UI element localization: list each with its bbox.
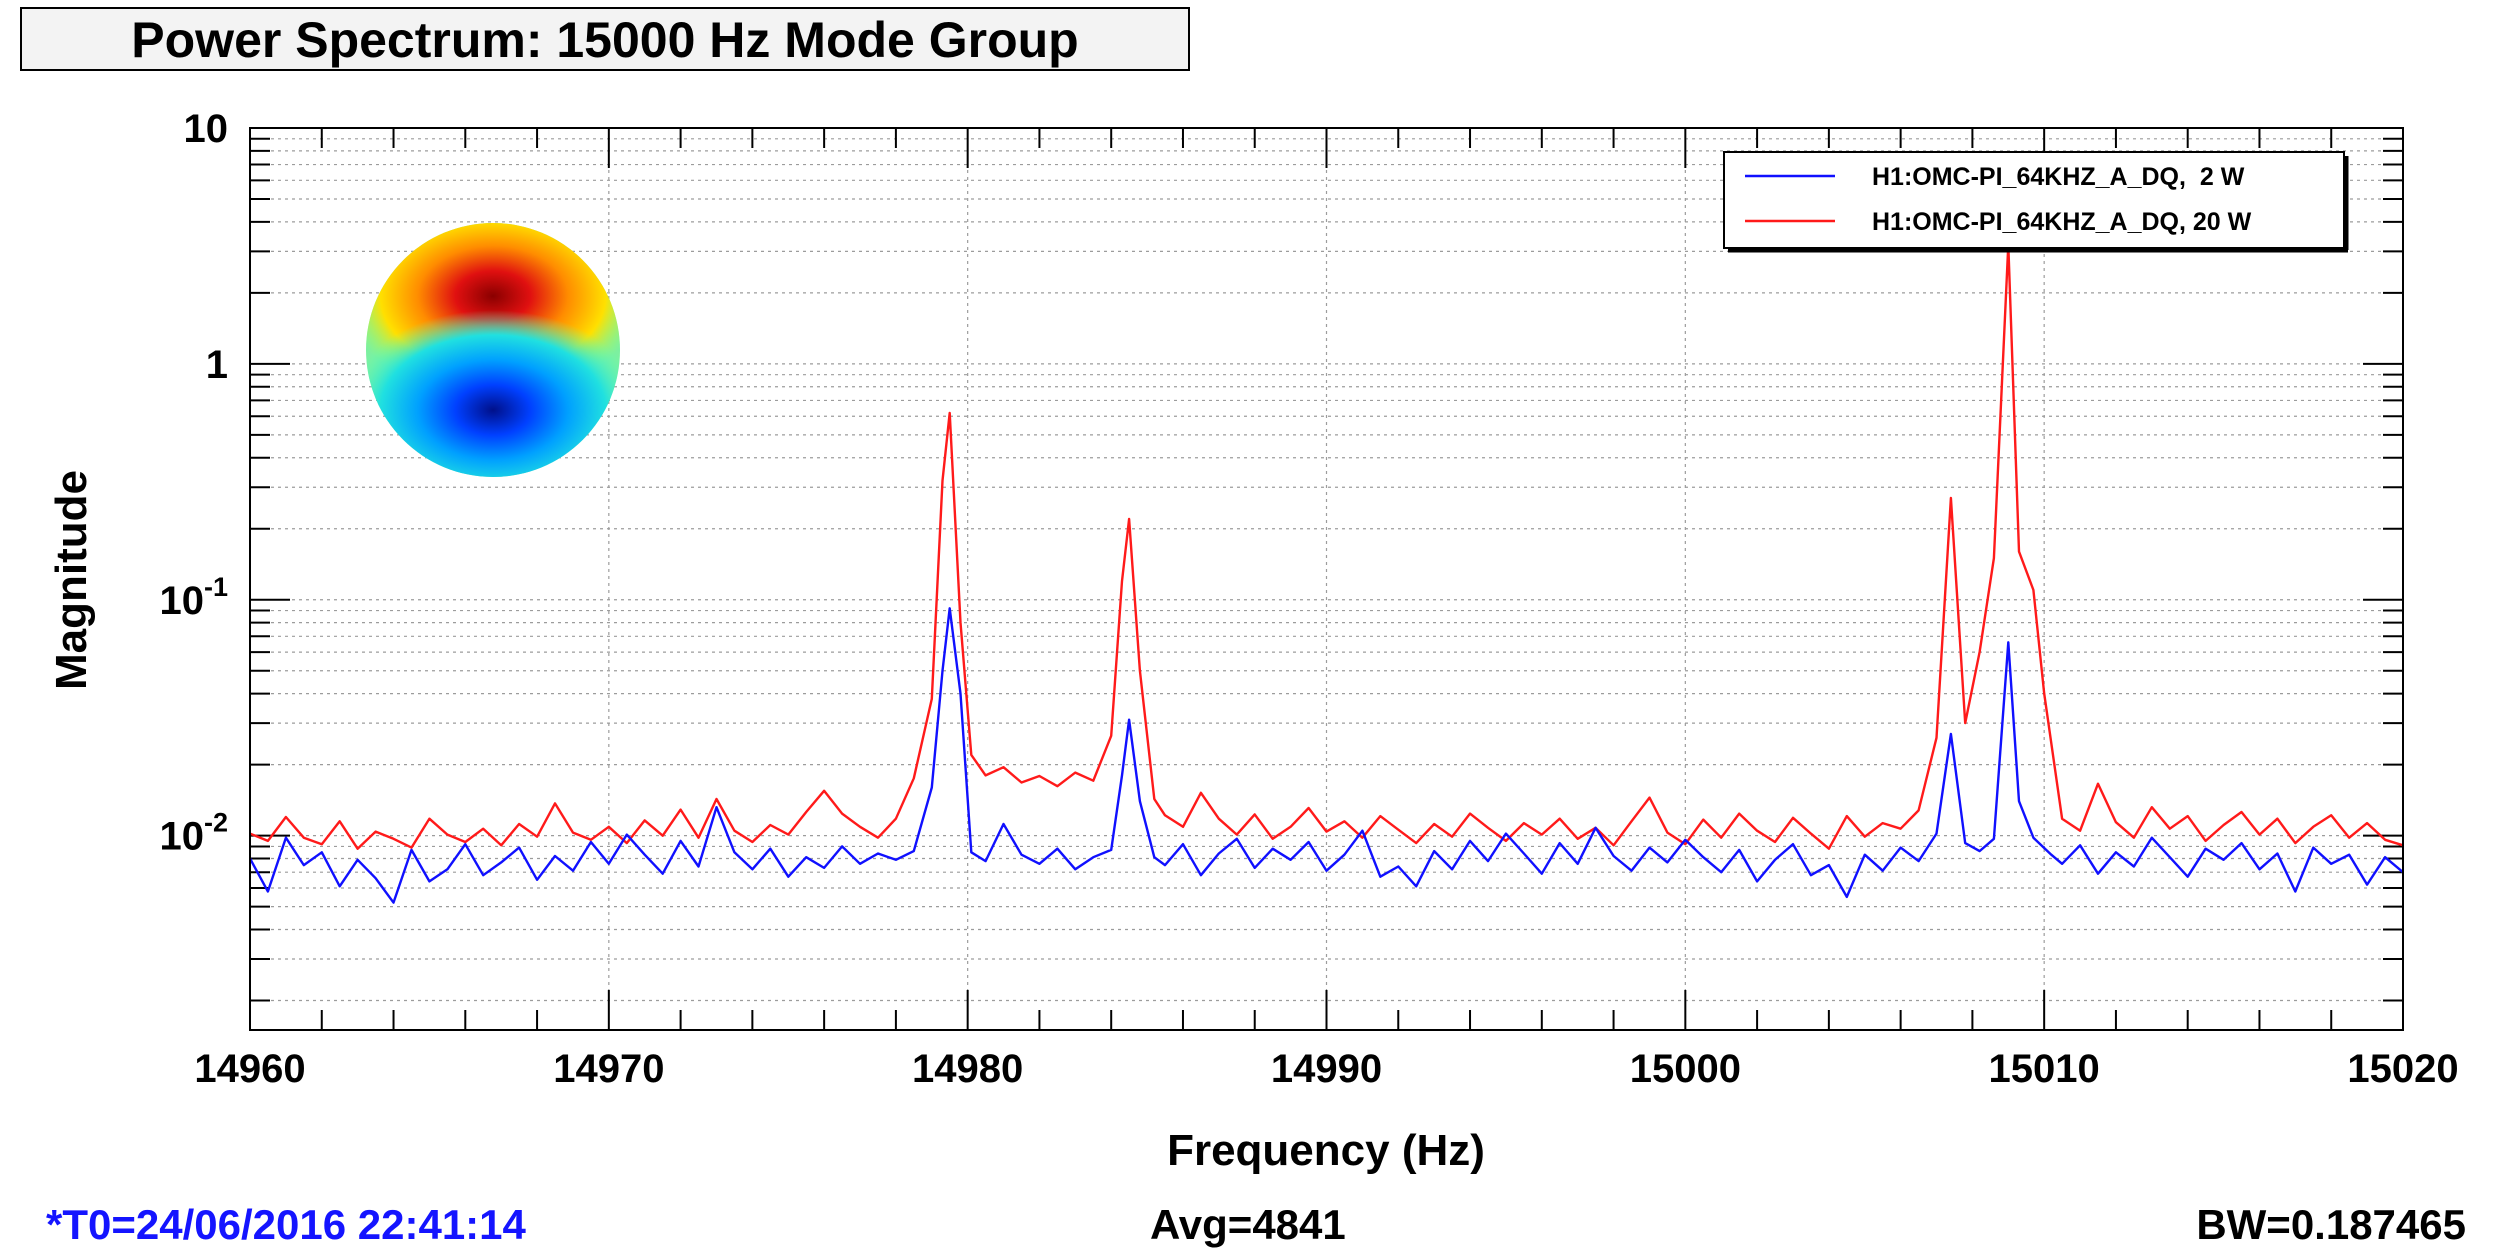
page-title: Power Spectrum: 15000 Hz Mode Group	[131, 12, 1079, 68]
x-axis-label: Frequency (Hz)	[1167, 1126, 1485, 1175]
legend: H1:OMC-PI_64KHZ_A_DQ, 2 W H1:OMC-PI_64KH…	[1723, 151, 2349, 253]
axis-ticks	[249, 128, 2404, 1030]
y-tick-label: 10-2	[159, 808, 228, 859]
plot-frame	[249, 127, 2404, 1031]
bandwidth: BW=0.187465	[2196, 1201, 2466, 1248]
y-tick-label: 10-1	[159, 572, 228, 623]
mode-shape-image	[366, 223, 620, 477]
x-tick-labels: 14960 14970 14980 14990 15000 15010 15020	[194, 1047, 2458, 1091]
y-axis-label: Magnitude	[47, 470, 96, 690]
x-tick-label: 15020	[2347, 1047, 2458, 1091]
series-line-20w	[250, 243, 2403, 850]
x-tick-label: 14970	[553, 1047, 664, 1091]
x-tick-label: 14980	[912, 1047, 1023, 1091]
t0-timestamp: *T0=24/06/2016 22:41:14	[46, 1201, 526, 1248]
x-tick-label: 15000	[1630, 1047, 1741, 1091]
series-line-2w	[250, 607, 2403, 904]
legend-entry-2w: H1:OMC-PI_64KHZ_A_DQ, 2 W	[1872, 163, 2245, 191]
title-box: Power Spectrum: 15000 Hz Mode Group	[20, 7, 1190, 71]
y-tick-labels: 10 1 10-1 10-2	[159, 107, 228, 859]
x-tick-label: 15010	[1989, 1047, 2100, 1091]
series-layer	[250, 243, 2403, 904]
average-count: Avg=4841	[1150, 1201, 1346, 1248]
y-tick-label: 10	[184, 107, 229, 151]
y-tick-label: 1	[206, 343, 228, 387]
legend-entry-20w: H1:OMC-PI_64KHZ_A_DQ, 20 W	[1872, 208, 2252, 236]
x-tick-label: 14960	[194, 1047, 305, 1091]
x-tick-label: 14990	[1271, 1047, 1382, 1091]
